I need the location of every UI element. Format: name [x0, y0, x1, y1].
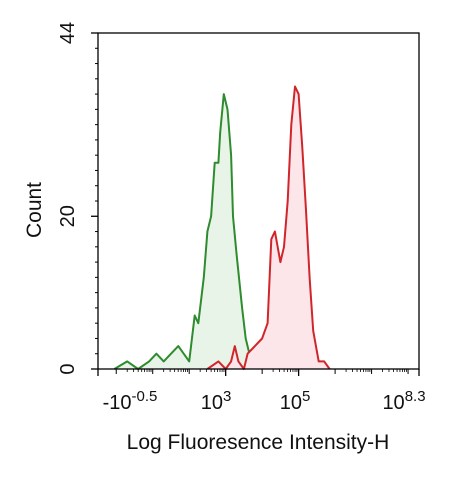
series-2-line — [206, 85, 331, 370]
series-1-fill — [114, 94, 257, 369]
series-2-fill — [207, 86, 330, 369]
series-layer — [113, 85, 331, 370]
labels-layer: 0 20 44 -10-0.5 103 105 108.3 — [57, 22, 426, 414]
x-tick-label: 105 — [280, 388, 311, 414]
x-tick-label: -10-0.5 — [103, 388, 158, 414]
x-axis-title: Log Fluoresence Intensity-H — [127, 431, 390, 454]
x-tick-label: 108.3 — [382, 388, 425, 414]
y-tick-label: 44 — [57, 22, 79, 44]
x-tick-label: 103 — [201, 388, 232, 414]
axes-layer — [91, 32, 420, 376]
y-axis-title: Count — [23, 182, 46, 238]
y-tick-label: 20 — [57, 205, 79, 227]
series-1-line — [113, 93, 258, 370]
plot-frame — [97, 32, 420, 370]
y-tick-label: 0 — [57, 363, 79, 374]
